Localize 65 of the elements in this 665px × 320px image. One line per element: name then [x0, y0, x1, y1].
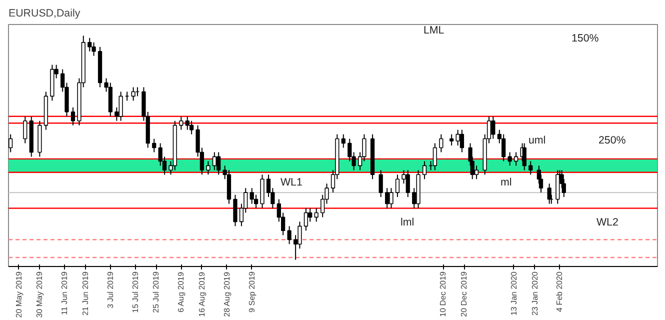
candlestick: [502, 134, 506, 162]
candlestick: [314, 208, 318, 222]
x-tick-label: 11 Jun 2019: [60, 270, 70, 315]
candlestick: [216, 152, 221, 176]
annotation: uml: [528, 134, 546, 146]
x-tick-label: 30 May 2019: [35, 270, 44, 318]
candlestick: [432, 142, 437, 171]
candlestick: [406, 170, 410, 198]
candlestick: [460, 129, 464, 153]
candlestick: [118, 91, 123, 122]
candlestick: [308, 208, 312, 222]
candlestick: [287, 226, 292, 245]
x-tick-label: 9 Sep 2019: [247, 270, 256, 312]
candlestick: [528, 160, 533, 176]
candlestick: [422, 160, 427, 180]
x-tick-label: 21 Jun 2019: [80, 270, 90, 316]
candlestick: [348, 138, 352, 162]
candlestick: [179, 116, 184, 130]
candlestick: [304, 208, 308, 232]
candlestick: [189, 120, 194, 135]
annotation: lml: [400, 216, 414, 228]
x-tick-label: 16 Aug 2019: [197, 271, 206, 317]
annotation: 250%: [598, 134, 626, 146]
candlestick: [491, 116, 496, 140]
x-tick-label: 20 May 2019: [14, 270, 24, 318]
x-tick-label: 15 Jul 2019: [130, 270, 140, 313]
candlestick: [185, 116, 190, 130]
candlestick: [389, 188, 394, 209]
annotation: WL1: [280, 176, 302, 188]
candlestick: [8, 134, 13, 153]
candlestick: [456, 129, 460, 146]
annotation: WL2: [596, 216, 618, 228]
candlestick: [450, 134, 454, 146]
x-tick-label: 6 Aug 2019: [176, 271, 186, 312]
x-tick-label: 20 Dec 2019: [460, 270, 469, 317]
candlestick: [206, 160, 210, 176]
candlestick: [92, 42, 96, 56]
x-tick-label: 13 Jan 2020: [509, 270, 518, 316]
candlestick: [131, 86, 136, 102]
x-tick-label: 4 Feb 2020: [555, 270, 564, 312]
x-tick-label: 10 Dec 2019: [438, 270, 448, 317]
candlestick: [385, 188, 390, 209]
x-tick-label: 28 Aug 2019: [222, 271, 232, 317]
candlestick: [508, 152, 512, 166]
candlestick: [233, 194, 238, 227]
candlestick: [474, 165, 479, 180]
annotation: LML: [424, 24, 444, 36]
candlestick: [23, 116, 28, 144]
x-tick-label: 3 Jul 2019: [106, 270, 115, 308]
candlestick: [212, 152, 216, 171]
candlestick: [395, 174, 400, 198]
candlestick: [378, 170, 383, 198]
candlestick: [250, 188, 254, 204]
candlestick: [522, 142, 526, 171]
candlestick: [152, 138, 156, 153]
chart-title: EURUSD,Daily: [8, 8, 81, 20]
candlestick: [341, 134, 346, 148]
candlestick: [88, 37, 92, 52]
annotation: ml: [500, 176, 512, 188]
x-tick-label: 25 Jul 2019: [152, 270, 161, 313]
x-tick-label: 23 Jan 2020: [530, 270, 540, 316]
annotation: 150%: [572, 32, 600, 44]
candlestick: [70, 106, 76, 126]
candlestick: [439, 134, 444, 153]
candlestick: [514, 152, 518, 166]
